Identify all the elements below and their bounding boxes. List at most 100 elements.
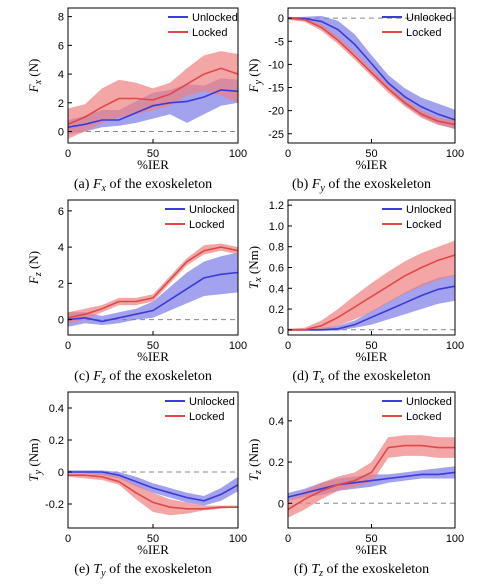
y-tick-label: 1.2 — [269, 200, 284, 212]
unlocked-band-b — [288, 15, 455, 130]
locked-line-f — [288, 444, 455, 511]
x-tick-label: 100 — [446, 340, 464, 352]
x-tick-label: 0 — [65, 148, 71, 160]
unlocked-line-a — [68, 89, 238, 128]
panel-f: 0 50 100 0 0.2 0.4 %IER Tz (Nm) Unlocked Locked (f… — [246, 391, 464, 579]
x-axis-label: %IER — [137, 349, 169, 364]
y-tick-label: 0.2 — [269, 457, 284, 469]
locked-band-d — [288, 240, 455, 331]
legend-label: Locked — [406, 27, 441, 39]
y-tick-label: -25 — [268, 129, 284, 141]
legend-label: Unlocked — [406, 204, 452, 216]
panel-d: 0 50 100 0 0.2 0.4 0.6 0.8 1.0 1.2 %IER Tx (Nm) Unlo… — [246, 199, 464, 386]
legend-item-unlocked: Unlocked — [382, 12, 452, 24]
legend-label: Unlocked — [192, 12, 238, 24]
legend-item-unlocked: Unlocked — [382, 396, 452, 408]
x-tick-label: 50 — [365, 533, 377, 545]
locked-band-a — [68, 51, 238, 139]
locked-line-d — [288, 254, 455, 331]
y-tick-label: 0 — [278, 325, 284, 337]
y-tick-label: 0 — [58, 127, 64, 139]
x-axis-label: %IER — [137, 542, 169, 557]
plot-area-c — [68, 243, 238, 327]
y-axis-label: Fy (N) — [246, 59, 264, 94]
x-tick-label: 50 — [365, 340, 377, 352]
y-tick-label: 2 — [58, 278, 64, 290]
legend-label: Unlocked — [189, 204, 235, 216]
y-tick-label: 4 — [58, 242, 64, 254]
legend-item-unlocked: Unlocked — [165, 396, 235, 408]
legend-label: Locked — [406, 411, 441, 423]
x-tick-label: 50 — [147, 340, 159, 352]
y-tick-label: 0.8 — [269, 242, 284, 254]
legend-item-locked: Locked — [168, 27, 227, 39]
y-tick-label: 8 — [58, 12, 64, 24]
x-tick-label: 50 — [147, 533, 159, 545]
y-axis-label: Ty (Nm) — [26, 438, 44, 481]
x-tick-label: 0 — [65, 533, 71, 545]
y-tick-label: 6 — [58, 206, 64, 218]
legend-label: Locked — [189, 411, 224, 423]
unlocked-line-c — [68, 271, 238, 323]
y-tick-label: 1.0 — [269, 221, 284, 233]
locked-band-c — [68, 243, 238, 324]
y-axis-label: Fz (N) — [26, 251, 44, 285]
x-tick-label: 0 — [65, 340, 71, 352]
x-tick-label: 0 — [285, 340, 291, 352]
legend-label: Unlocked — [406, 12, 452, 24]
y-axis-label: Tx (Nm) — [246, 246, 264, 289]
y-tick-label: -20 — [268, 106, 284, 118]
y-tick-label: -15 — [268, 83, 284, 95]
legend-label: Unlocked — [189, 396, 235, 408]
panel-caption: (f) Tz of the exoskeleton — [294, 562, 429, 579]
legend-item-unlocked: Unlocked — [165, 204, 235, 216]
panel-caption: (c) Fz of the exoskeleton — [74, 369, 212, 386]
plot-area-f — [288, 435, 455, 518]
y-axis-label: Fx (N) — [26, 59, 44, 94]
unlocked-line-d — [288, 285, 455, 331]
panel-a: 0 50 100 0 2 4 6 8 %IER Fx (N) Unlocked Locked (a) F… — [26, 7, 247, 194]
locked-band-f — [288, 435, 455, 518]
plot-area-e — [68, 470, 238, 516]
plot-area-b — [288, 15, 455, 130]
legend-item-unlocked: Unlocked — [168, 12, 238, 24]
y-tick-label: 0 — [278, 498, 284, 510]
legend-item-locked: Locked — [382, 27, 441, 39]
panel-caption: (d) Tx of the exoskeleton — [292, 369, 430, 386]
panel-c: 0 50 100 0 2 4 6 %IER Fz (N) Unlocked Locked (c) Fz… — [26, 199, 247, 386]
unlocked-line-e — [68, 471, 238, 502]
x-tick-label: 50 — [147, 148, 159, 160]
legend-item-locked: Locked — [165, 411, 224, 423]
locked-line-b — [288, 17, 455, 126]
y-tick-label: 0.2 — [269, 304, 284, 316]
locked-line-e — [68, 474, 238, 510]
locked-line-c — [68, 246, 238, 319]
y-tick-label: 2 — [58, 98, 64, 110]
y-tick-label: 0.4 — [269, 283, 284, 295]
x-tick-label: 100 — [229, 148, 247, 160]
unlocked-line-f — [288, 471, 455, 498]
y-tick-label: -0.2 — [45, 499, 64, 511]
x-tick-label: 0 — [285, 533, 291, 545]
x-tick-label: 100 — [229, 340, 247, 352]
legend-item-unlocked: Unlocked — [382, 204, 452, 216]
unlocked-band-c — [68, 252, 238, 327]
panel-b: 0 50 100 0 -5 -10 -15 -20 -25 %IER Fy (N) Unlocked L… — [246, 7, 464, 194]
y-tick-label: 0 — [58, 467, 64, 479]
x-axis-label: %IER — [356, 349, 388, 364]
unlocked-line-b — [288, 17, 455, 121]
plot-area-a — [68, 51, 238, 139]
y-tick-label: -10 — [268, 59, 284, 71]
y-tick-label: 0.4 — [269, 416, 284, 428]
x-tick-label: 100 — [229, 533, 247, 545]
y-tick-label: 0 — [278, 13, 284, 25]
x-tick-label: 0 — [285, 148, 291, 160]
legend-label: Unlocked — [406, 396, 452, 408]
panel-e: 0 50 100 -0.2 0 0.2 0.4 %IER Ty (Nm) Unlocked Lock… — [26, 391, 247, 579]
legend-label: Locked — [406, 219, 441, 231]
legend-item-locked: Locked — [382, 219, 441, 231]
legend-item-locked: Locked — [382, 411, 441, 423]
y-tick-label: 0.4 — [49, 403, 64, 415]
y-axis-label: Tz (Nm) — [246, 439, 264, 482]
